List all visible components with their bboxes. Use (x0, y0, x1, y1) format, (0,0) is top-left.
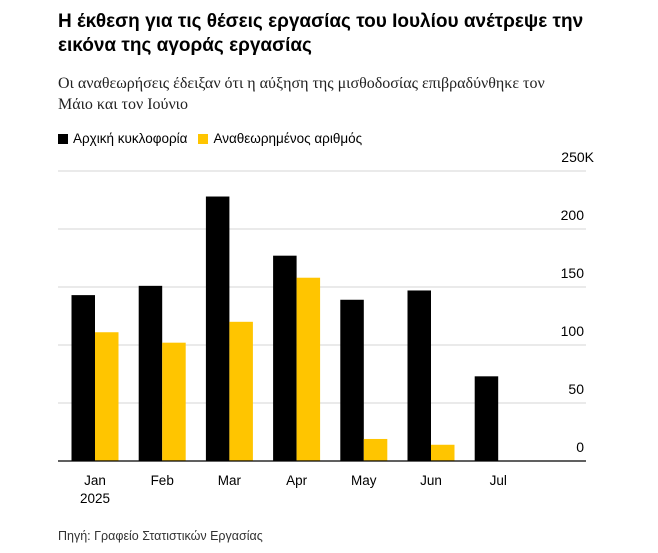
y-tick-label: 0 (576, 439, 584, 455)
legend: Αρχική κυκλοφορία Αναθεωρημένος αριθμός (58, 131, 373, 147)
x-tick-label: Jul (490, 473, 507, 488)
source-note: Πηγή: Γραφείο Στατιστικών Εργασίας (58, 529, 263, 543)
x-tick-label: Feb (151, 473, 174, 488)
legend-item-initial: Αρχική κυκλοφορία (58, 131, 187, 147)
x-tick-label: Jan (84, 473, 106, 488)
y-tick-label: 250K (561, 149, 594, 165)
y-tick-label: 150 (561, 265, 585, 281)
bar-revised-may (363, 438, 388, 461)
legend-label-revised: Αναθεωρημένος αριθμός (213, 131, 363, 146)
y-tick-label: 200 (561, 207, 585, 223)
bars (71, 196, 499, 461)
bar-revised-mar (229, 321, 253, 461)
legend-item-revised: Αναθεωρημένος αριθμός (198, 131, 362, 147)
bar-initial-apr (273, 255, 297, 461)
y-axis: 0 50 100 150 200 250K (561, 149, 595, 455)
x-tick-label: Apr (286, 473, 308, 488)
y-tick-label: 50 (568, 381, 584, 397)
bar-initial-jan (71, 295, 95, 461)
bar-initial-feb (138, 285, 163, 461)
bar-revised-apr (296, 277, 321, 461)
bar-initial-may (340, 299, 364, 461)
x-tick-sublabel: 2025 (80, 491, 110, 506)
gridlines (58, 170, 586, 404)
legend-swatch-revised (198, 134, 209, 144)
bar-revised-feb (162, 342, 186, 461)
chart-title: Η έκθεση για τις θέσεις εργασίας του Ιου… (58, 11, 584, 56)
x-axis: Jan 2025 Feb Mar Apr May Jun Jul (58, 460, 586, 506)
legend-label-initial: Αρχική κυκλοφορία (73, 131, 188, 146)
legend-swatch-initial (58, 134, 68, 144)
y-tick-label: 100 (561, 323, 585, 339)
x-tick-label: Mar (218, 473, 242, 488)
bar-initial-mar (205, 196, 230, 461)
bar-revised-jan (95, 332, 119, 461)
x-tick-label: May (351, 473, 377, 488)
x-tick-label: Jun (420, 473, 442, 488)
bar-revised-jun (431, 444, 455, 461)
bar-initial-jun (407, 290, 431, 461)
bar-initial-jul (474, 376, 499, 461)
chart-subtitle: Οι αναθεωρήσεις έδειξαν ότι η αύξηση της… (58, 75, 545, 113)
